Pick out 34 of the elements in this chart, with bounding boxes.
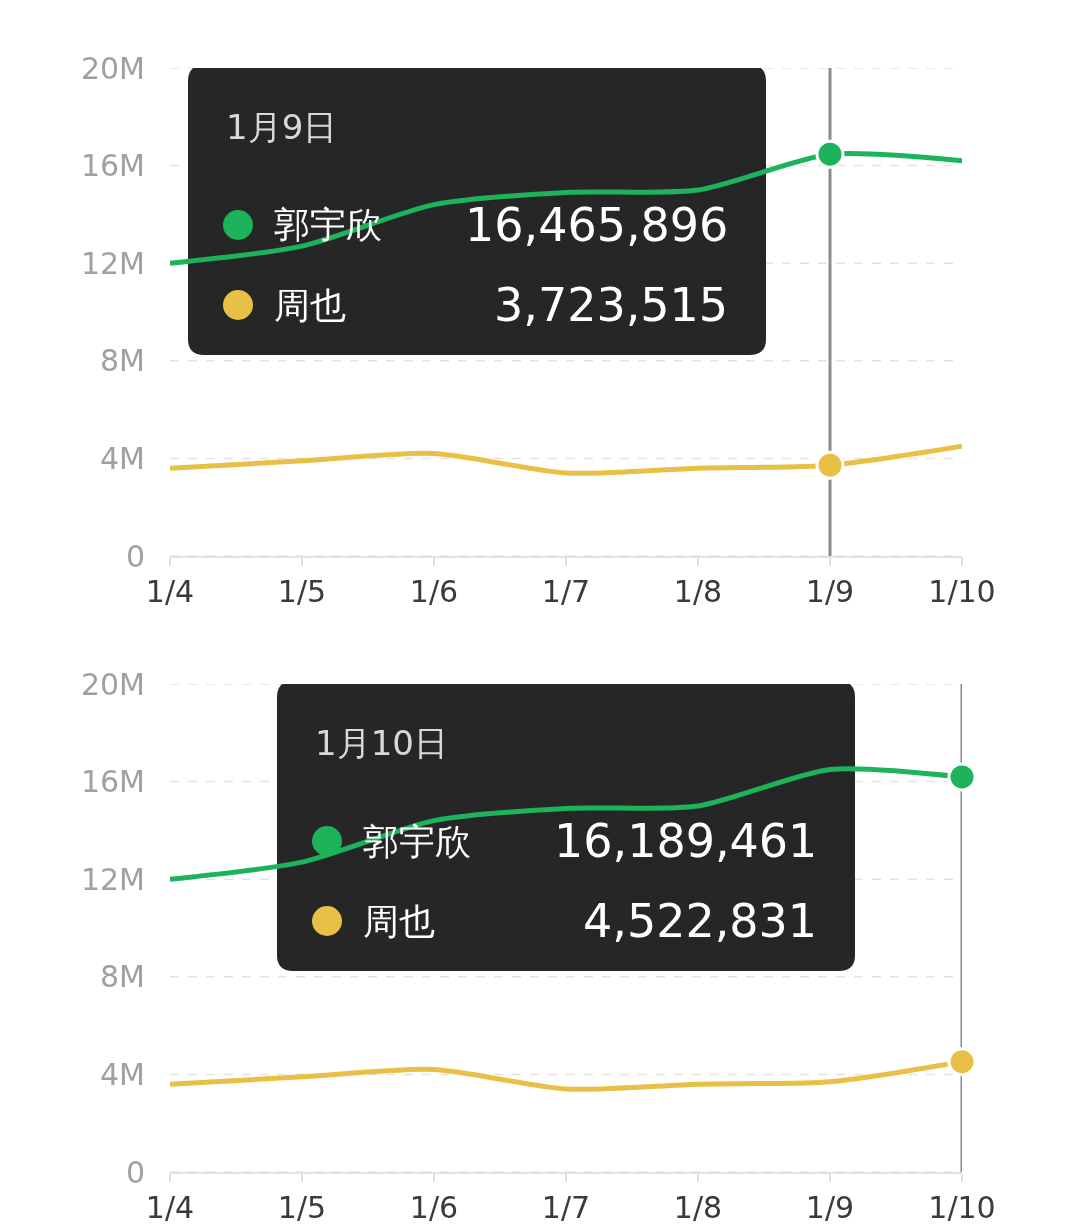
x-tick-label: 1/7 [541, 1190, 591, 1225]
annotation: 1月10日 [315, 723, 448, 763]
x-tick-label: 1/4 [145, 574, 195, 609]
legend-label: 周也 [363, 901, 435, 942]
y-tick-label: 20M [80, 666, 145, 702]
x-tick-label: 1/9 [805, 1190, 855, 1225]
x-tick-label: 1/9 [805, 574, 855, 609]
annotation: 3,723,515 [494, 278, 729, 332]
x-tick-label: 1/10 [928, 574, 996, 609]
y-tick-label: 16M [80, 148, 145, 184]
x-tick-label: 1/4 [145, 1190, 195, 1225]
x-tick-label: 1/5 [277, 1190, 327, 1225]
annotation: 4,522,831 [583, 894, 818, 948]
x-tick-label: 1/6 [409, 574, 459, 609]
y-tick-label: 0 [125, 538, 145, 574]
y-tick-label: 4M [100, 1056, 145, 1092]
y-tick-label: 4M [100, 440, 145, 476]
x-tick-label: 1/8 [673, 1190, 723, 1225]
y-tick-label: 20M [80, 50, 145, 86]
y-tick-label: 12M [80, 245, 145, 281]
x-tick-label: 1/10 [928, 1190, 996, 1225]
y-tick-label: 12M [80, 861, 145, 897]
y-tick-label: 8M [100, 959, 145, 995]
x-tick-label: 1/8 [673, 574, 723, 609]
y-tick-label: 8M [100, 343, 145, 379]
annotation: 16,465,896 [465, 198, 729, 252]
x-tick-label: 1/7 [541, 574, 591, 609]
x-tick-label: 1/5 [277, 574, 327, 609]
y-tick-label: 16M [80, 764, 145, 800]
legend-label: 周也 [274, 285, 346, 326]
annotation: 1月9日 [226, 107, 338, 147]
y-tick-label: 0 [125, 1154, 145, 1190]
x-tick-label: 1/6 [409, 1190, 459, 1225]
annotation: 16,189,461 [554, 814, 818, 868]
